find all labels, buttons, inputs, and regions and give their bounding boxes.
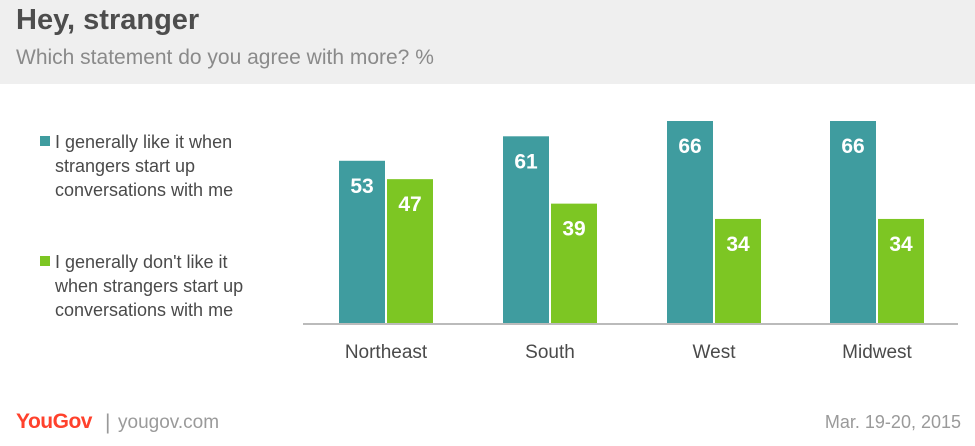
data-label-like-south: 61 <box>514 150 538 173</box>
data-label-dislike-northeast: 47 <box>398 193 421 216</box>
x-tick-label-south: South <box>525 342 575 363</box>
data-label-like-west: 66 <box>678 135 701 158</box>
legend-swatch-dislike <box>40 256 50 266</box>
legend-label-dislike: I generally don't like it when strangers… <box>55 252 244 320</box>
data-label-like-northeast: 53 <box>350 175 373 198</box>
chart-subtitle: Which statement do you agree with more? … <box>16 46 434 69</box>
data-label-dislike-south: 39 <box>562 218 585 241</box>
bar-like-northeast <box>339 160 385 323</box>
footer-date: Mar. 19-20, 2015 <box>824 412 961 432</box>
legend-swatch-like <box>40 136 50 146</box>
yougov-logo: YouGov <box>16 410 92 433</box>
chart-header: Hey, stranger Which statement do you agr… <box>0 0 975 84</box>
data-label-dislike-west: 34 <box>726 233 750 256</box>
footer-separator: | <box>105 411 111 434</box>
x-tick-label-west: West <box>693 342 737 363</box>
legend-label-like: I generally like it when strangers start… <box>55 132 234 200</box>
x-tick-label-midwest: Midwest <box>842 342 912 363</box>
data-label-like-midwest: 66 <box>841 135 864 158</box>
bar-dislike-northeast <box>387 179 433 323</box>
bar-like-midwest <box>830 121 876 323</box>
bar-like-south <box>503 136 549 323</box>
x-tick-label-northeast: Northeast <box>345 342 428 363</box>
bar-dislike-south <box>551 203 597 323</box>
bar-dislike-midwest <box>878 218 924 323</box>
data-label-dislike-midwest: 34 <box>889 233 913 256</box>
bar-dislike-west <box>715 218 761 323</box>
bar-like-west <box>667 121 713 323</box>
footer-url[interactable]: yougov.com <box>118 412 220 433</box>
chart-title: Hey, stranger <box>16 4 200 36</box>
